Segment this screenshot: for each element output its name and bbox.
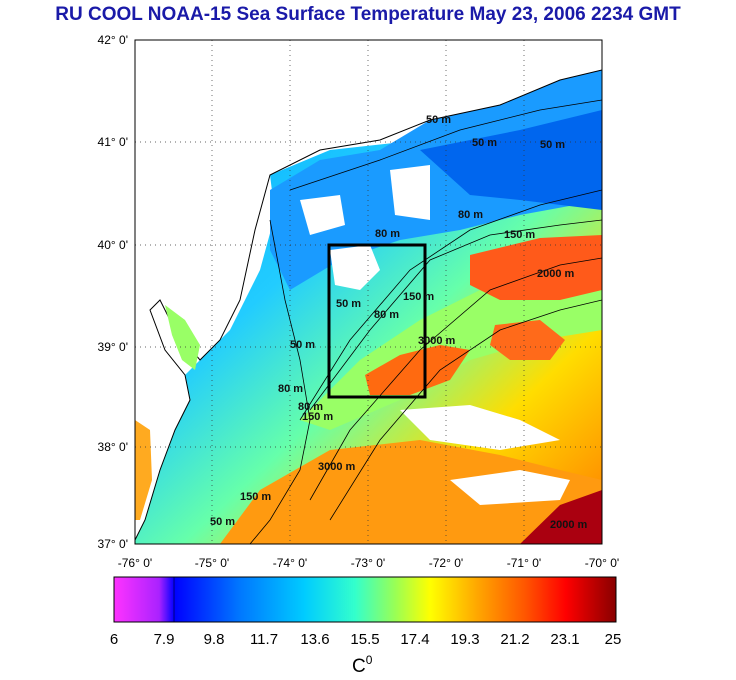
colorbar-tick: 13.6 xyxy=(300,631,329,648)
lat-label: 41° 0' xyxy=(98,135,128,149)
contour-label: 80 m xyxy=(458,209,483,221)
cloud-gap xyxy=(330,245,380,290)
lon-label: -76° 0' xyxy=(118,556,152,570)
contour-label: 80 m xyxy=(375,228,400,240)
lat-label: 42° 0' xyxy=(98,33,128,47)
contour-150m xyxy=(309,219,602,411)
contour-50m-north xyxy=(289,99,602,191)
contour-label: 150 m xyxy=(240,491,271,503)
colorbar-tick: 6 xyxy=(110,631,118,648)
contour-label: 2000 m xyxy=(537,268,575,280)
lat-label: 37° 0' xyxy=(98,537,128,551)
delaware-bay xyxy=(165,305,200,370)
hot-core-southeast xyxy=(520,490,602,544)
contour-label: 80 m xyxy=(298,401,323,413)
shelf-cold-water xyxy=(270,70,602,290)
cloud-gap xyxy=(390,165,430,220)
warm-water-south xyxy=(220,440,602,544)
colorbar-unit: C0 xyxy=(352,653,373,677)
map-frame xyxy=(134,39,603,545)
cold-core xyxy=(420,110,602,210)
lat-axis: 42° 0' 41° 0' 40° 0' 39° 0' 38° 0' 37° 0… xyxy=(98,33,128,551)
contour-label: 3000 m xyxy=(418,335,456,347)
chesapeake-bay xyxy=(135,420,152,520)
lon-label: -74° 0' xyxy=(273,556,307,570)
contour-label: 2000 m xyxy=(550,519,588,531)
contour-label: 3000 m xyxy=(318,461,356,473)
contour-label: 50 m xyxy=(290,339,315,351)
contour-label: 80 m xyxy=(278,383,303,395)
sst-map xyxy=(135,40,602,544)
contour-label: 80 m xyxy=(374,309,399,321)
colorbar: 6 7.9 9.8 11.7 13.6 15.5 17.4 19.3 21.2 … xyxy=(110,576,622,677)
contour-label: 50 m xyxy=(426,114,451,126)
colorbar-tick: 15.5 xyxy=(350,631,379,648)
contour-label: 150 m xyxy=(403,291,434,303)
colorbar-tick: 17.4 xyxy=(400,631,429,648)
lat-label: 39° 0' xyxy=(98,340,128,354)
contour-80m xyxy=(299,189,602,421)
colorbar-gradient xyxy=(113,576,617,623)
colorbar-tick: 11.7 xyxy=(250,631,278,648)
warm-eddy-east xyxy=(490,320,565,360)
contour-labels: 50 m 50 m 50 m 80 m 150 m 2000 m 50 m 80… xyxy=(210,114,588,531)
colorbar-tick: 9.8 xyxy=(204,631,225,648)
contour-label: 150 m xyxy=(504,229,535,241)
contour-label: 50 m xyxy=(540,139,565,151)
contour-label: 50 m xyxy=(210,516,235,528)
map-title: RU COOL NOAA-15 Sea Surface Temperature … xyxy=(55,4,681,25)
coastline-land xyxy=(135,40,602,541)
contour-3000m xyxy=(329,299,602,521)
cloud-gap xyxy=(300,195,345,235)
lat-lon-grid xyxy=(135,40,602,544)
contour-label: 150 m xyxy=(302,411,333,423)
cloud-band xyxy=(400,405,560,450)
lat-label: 38° 0' xyxy=(98,440,128,454)
colorbar-tick: 23.1 xyxy=(550,631,579,648)
contour-2000m xyxy=(309,257,602,501)
colorbar-tick: 7.9 xyxy=(154,631,175,648)
lon-label: -71° 0' xyxy=(507,556,541,570)
contour-50m xyxy=(249,219,311,544)
lon-axis: -76° 0' -75° 0' -74° 0' -73° 0' -72° 0' … xyxy=(118,556,619,570)
lon-label: -70° 0' xyxy=(585,556,619,570)
contour-label: 50 m xyxy=(336,298,361,310)
lon-label: -72° 0' xyxy=(429,556,463,570)
lon-label: -73° 0' xyxy=(351,556,385,570)
cloud-band xyxy=(450,470,570,505)
warm-eddy-north xyxy=(470,235,602,300)
colorbar-tick: 19.3 xyxy=(450,631,479,648)
contour-label: 50 m xyxy=(472,137,497,149)
lat-label: 40° 0' xyxy=(98,238,128,252)
study-area-box xyxy=(327,243,427,399)
colorbar-tick: 25 xyxy=(605,631,622,648)
colorbar-tick: 21.2 xyxy=(500,631,529,648)
lon-label: -75° 0' xyxy=(195,556,229,570)
